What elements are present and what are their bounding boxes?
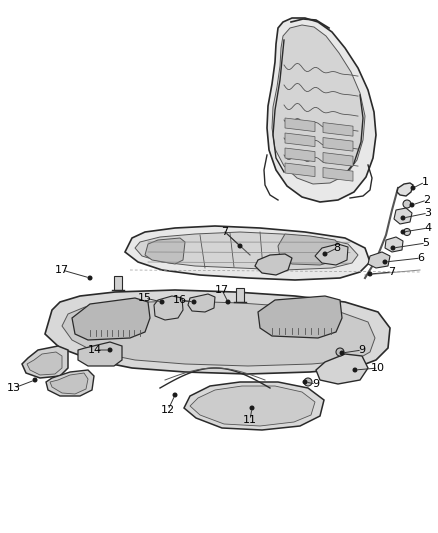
Text: 7: 7 xyxy=(222,227,229,237)
Circle shape xyxy=(173,393,177,397)
Polygon shape xyxy=(368,252,390,268)
Polygon shape xyxy=(188,294,215,312)
Polygon shape xyxy=(278,234,342,265)
Polygon shape xyxy=(285,148,315,161)
Polygon shape xyxy=(323,152,353,166)
Polygon shape xyxy=(78,342,122,366)
Circle shape xyxy=(411,186,415,190)
Text: 6: 6 xyxy=(417,253,424,263)
Text: 13: 13 xyxy=(7,383,21,393)
Circle shape xyxy=(33,378,37,382)
Text: 4: 4 xyxy=(424,223,431,233)
Text: 9: 9 xyxy=(312,379,320,389)
Polygon shape xyxy=(385,237,403,252)
Text: 8: 8 xyxy=(333,243,341,253)
Polygon shape xyxy=(394,208,412,224)
Text: 12: 12 xyxy=(161,405,175,415)
Polygon shape xyxy=(135,232,358,270)
Text: 16: 16 xyxy=(173,295,187,305)
Circle shape xyxy=(108,348,112,352)
Text: 17: 17 xyxy=(55,265,69,275)
Polygon shape xyxy=(315,244,348,265)
Circle shape xyxy=(383,260,387,264)
Circle shape xyxy=(353,368,357,372)
Circle shape xyxy=(304,378,312,386)
Polygon shape xyxy=(258,296,342,338)
Text: 5: 5 xyxy=(423,238,430,248)
Circle shape xyxy=(250,406,254,410)
Polygon shape xyxy=(323,167,353,181)
Circle shape xyxy=(403,229,410,236)
Circle shape xyxy=(303,380,307,384)
Polygon shape xyxy=(267,18,376,202)
Polygon shape xyxy=(323,138,353,151)
Polygon shape xyxy=(285,118,315,132)
Polygon shape xyxy=(190,386,315,426)
Polygon shape xyxy=(72,298,150,340)
Polygon shape xyxy=(125,226,370,280)
Polygon shape xyxy=(272,25,365,184)
Polygon shape xyxy=(145,238,185,264)
Circle shape xyxy=(401,216,405,220)
Polygon shape xyxy=(316,354,368,384)
Circle shape xyxy=(238,244,242,248)
Polygon shape xyxy=(255,254,292,275)
Circle shape xyxy=(226,300,230,304)
Circle shape xyxy=(368,272,372,276)
Polygon shape xyxy=(27,352,62,375)
Circle shape xyxy=(336,348,344,356)
Text: 2: 2 xyxy=(424,195,431,205)
Polygon shape xyxy=(285,133,315,147)
Circle shape xyxy=(403,200,411,208)
Polygon shape xyxy=(114,276,122,290)
Text: 7: 7 xyxy=(389,267,396,277)
Polygon shape xyxy=(323,123,353,136)
Text: 17: 17 xyxy=(215,285,229,295)
Polygon shape xyxy=(22,346,68,378)
Circle shape xyxy=(340,351,344,355)
Polygon shape xyxy=(236,288,244,302)
Polygon shape xyxy=(184,382,324,430)
Circle shape xyxy=(391,246,395,250)
Circle shape xyxy=(410,203,414,207)
Text: 15: 15 xyxy=(138,293,152,303)
Polygon shape xyxy=(285,163,315,176)
Circle shape xyxy=(160,300,164,304)
Text: 14: 14 xyxy=(88,345,102,355)
Text: 3: 3 xyxy=(424,208,431,218)
Polygon shape xyxy=(154,296,183,320)
Polygon shape xyxy=(45,290,390,374)
Polygon shape xyxy=(46,370,94,396)
Text: 10: 10 xyxy=(371,363,385,373)
Circle shape xyxy=(192,300,196,304)
Polygon shape xyxy=(62,301,375,366)
Text: 11: 11 xyxy=(243,415,257,425)
Text: 1: 1 xyxy=(421,177,428,187)
Circle shape xyxy=(88,276,92,280)
Polygon shape xyxy=(50,373,88,394)
Circle shape xyxy=(323,252,327,256)
Polygon shape xyxy=(397,183,413,196)
Circle shape xyxy=(401,230,405,234)
Text: 9: 9 xyxy=(358,345,366,355)
